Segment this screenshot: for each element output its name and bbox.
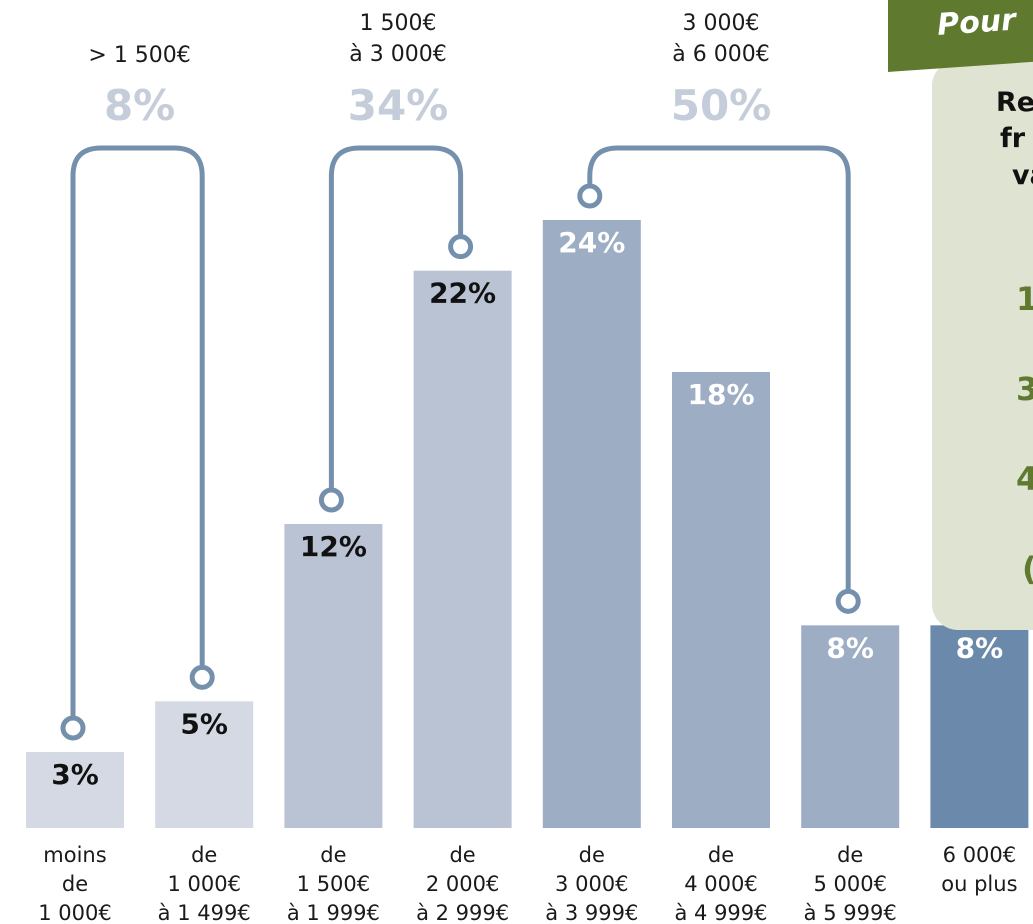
category-label: 4 000€: [684, 872, 757, 896]
category-label: à 5 999€: [804, 901, 897, 924]
group-bracket: [70, 145, 205, 718]
category-label: 2 000€: [426, 872, 499, 896]
group-value-label: 50%: [671, 81, 772, 130]
bracket-endpoint: [448, 234, 474, 260]
side-card-line-1: Re: [996, 87, 1033, 118]
data-label: 22%: [429, 277, 496, 310]
data-label: 18%: [687, 378, 754, 411]
category-label: de: [320, 843, 346, 867]
category-label: 1 000€: [38, 901, 111, 924]
side-card-number-4: (: [1022, 550, 1033, 588]
side-banner-title: Pour: [936, 2, 1017, 43]
side-card-line-2: fr: [1000, 123, 1026, 154]
bar: [801, 625, 900, 828]
data-label: 8%: [826, 631, 874, 664]
category-label: à 1 499€: [158, 901, 251, 924]
category-label: à 4 999€: [674, 901, 767, 924]
side-card-number-2: 3: [1016, 370, 1033, 408]
bar: [542, 220, 641, 828]
category-label: à 2 999€: [416, 901, 509, 924]
category-label: de: [708, 843, 734, 867]
bar: [26, 752, 124, 828]
group-value-label: 34%: [348, 81, 449, 130]
data-label: 24%: [558, 226, 625, 259]
bar: [284, 524, 383, 828]
side-card: [932, 60, 1033, 630]
category-label: de: [837, 843, 863, 867]
group-range-label: à 3 000€: [349, 42, 446, 67]
data-label: 3%: [51, 758, 99, 791]
category-label: 1 500€: [297, 872, 370, 896]
data-label: 5%: [180, 707, 228, 740]
group-range-label: > 1 500€: [88, 43, 190, 68]
category-label: de: [191, 843, 217, 867]
category-label: 5 000€: [813, 872, 886, 896]
group-bracket: [328, 145, 464, 490]
bar: [930, 625, 1029, 828]
category-label: à 1 999€: [287, 901, 380, 924]
side-card-number-3: 4: [1016, 460, 1033, 498]
group-range-label: à 6 000€: [672, 42, 769, 67]
category-label: de: [62, 872, 88, 896]
bracket-endpoint: [189, 664, 215, 690]
side-card-line-3: va: [1012, 160, 1033, 191]
category-label: de: [579, 843, 605, 867]
bracket-endpoint: [577, 183, 603, 209]
bar: [413, 270, 512, 829]
bar: [672, 372, 770, 828]
bar: [155, 701, 254, 828]
bracket-endpoint: [60, 715, 86, 741]
category-label: 3 000€: [555, 872, 628, 896]
group-value-label: 8%: [104, 81, 175, 130]
category-label: 1 000€: [167, 872, 240, 896]
bracket-endpoint: [835, 588, 861, 614]
data-label: 8%: [956, 631, 1004, 664]
category-label: de: [449, 843, 475, 867]
bracket-endpoint: [318, 487, 344, 513]
data-label: 12%: [300, 530, 367, 563]
category-label: moins: [43, 843, 106, 867]
group-range-label: 3 000€: [683, 11, 760, 36]
category-label: 6 000€: [943, 843, 1016, 867]
group-range-label: 1 500€: [360, 11, 437, 36]
side-card-number-1: 1: [1016, 280, 1033, 318]
category-label: à 3 999€: [545, 901, 638, 924]
group-bracket: [587, 145, 851, 592]
category-label: ou plus: [941, 872, 1017, 896]
